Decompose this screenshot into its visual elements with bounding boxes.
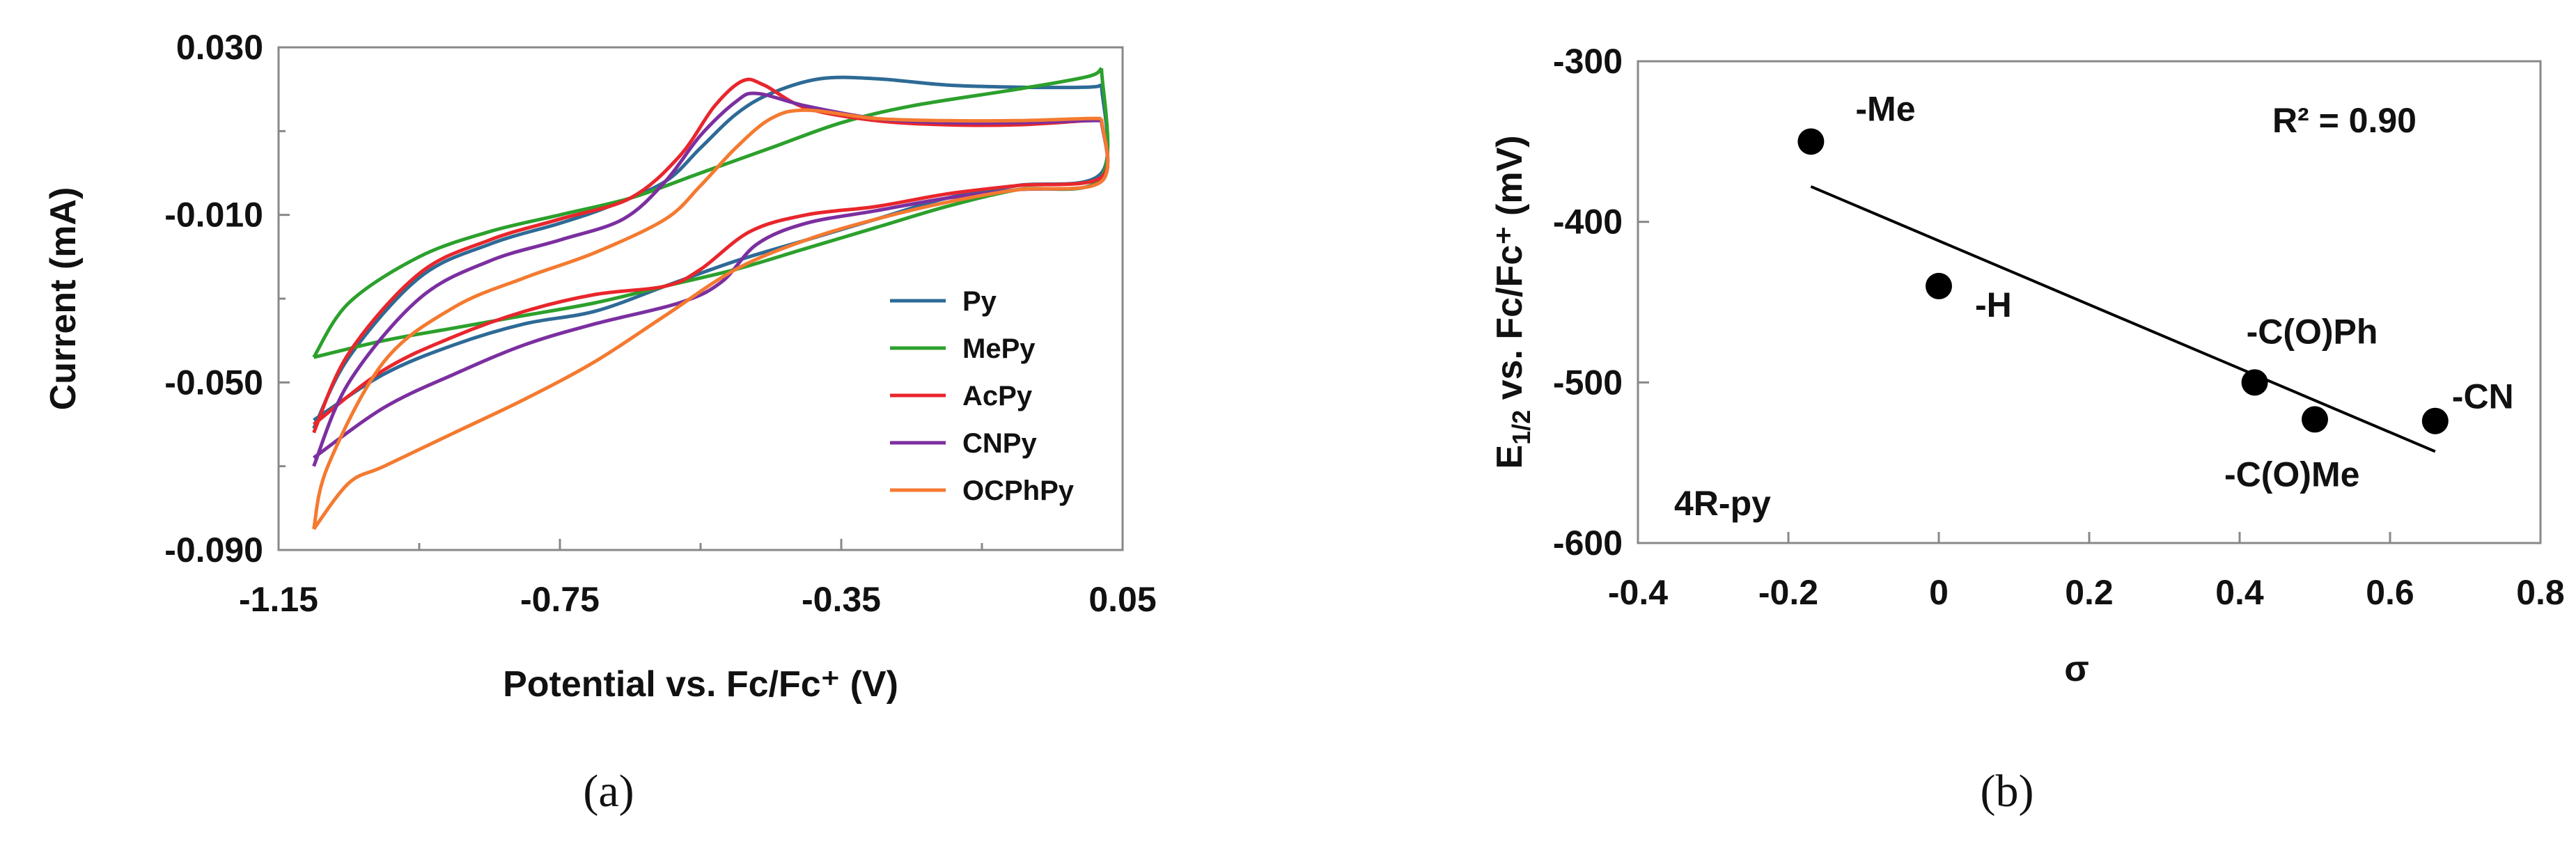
panel-b-x-tick-label: -0.2 bbox=[1758, 573, 1818, 612]
legend-label-mepy: MePy bbox=[962, 333, 1036, 364]
panel-a-y-tick-label: -0.090 bbox=[164, 530, 263, 569]
panel-b-y-tick-label: -400 bbox=[1553, 203, 1623, 242]
panel-b-fit-line bbox=[1810, 185, 2436, 453]
panel-a-x-tick-label: 0.05 bbox=[1088, 580, 1156, 619]
point-coph bbox=[2241, 369, 2268, 396]
panel-b-y-ticks: -300 -400 -500 -600 bbox=[1553, 42, 1649, 563]
panel-b-y-axis-title-sub: 1/2 bbox=[1507, 410, 1536, 445]
point-cn bbox=[2421, 407, 2449, 434]
cv-trace-py-forward bbox=[312, 75, 1102, 430]
panel-a-y-ticks: 0.030 -0.010 -0.050 -0.090 bbox=[164, 28, 290, 569]
panel-b-x-tick-label: 0.6 bbox=[2366, 573, 2414, 612]
cv-trace-ocphpy-reverse bbox=[312, 118, 1110, 530]
cv-trace-mepy-forward bbox=[312, 66, 1103, 359]
panel-a-x-tick-label: -1.15 bbox=[239, 580, 318, 619]
point-come bbox=[2302, 406, 2328, 433]
panel-b-series-annotation: 4R-py bbox=[1674, 484, 1771, 523]
panel-b-x-tick-label: 0.4 bbox=[2215, 573, 2264, 612]
cv-trace-ocphpy-forward bbox=[312, 108, 1102, 530]
cv-trace-cnpy-forward bbox=[312, 91, 1102, 467]
panel-a-x-ticks: -1.15 -0.75 -0.35 0.05 bbox=[239, 539, 1157, 619]
panel-b-x-tick-label: -0.4 bbox=[1608, 573, 1668, 612]
point-label-come: -C(O)Me bbox=[2224, 455, 2359, 494]
point-label-me: -Me bbox=[1855, 89, 1915, 128]
panel-a-y-tick-label: -0.010 bbox=[164, 196, 263, 235]
panel-a-x-axis-title: Potential vs. Fc/Fc⁺ (V) bbox=[503, 664, 898, 705]
panel-b-x-ticks: -0.4 -0.2 0 0.2 0.4 0.6 0.8 bbox=[1608, 532, 2565, 612]
panel-a-x-tick-label: -0.75 bbox=[520, 580, 600, 619]
point-label-cn: -CN bbox=[2452, 377, 2514, 416]
point-label-h: -H bbox=[1975, 285, 2012, 324]
panel-b-r2-annotation: R² = 0.90 bbox=[2272, 101, 2417, 140]
legend-label-acpy: AcPy bbox=[962, 381, 1033, 411]
panel-b-x-tick-label: 0.2 bbox=[2065, 573, 2114, 612]
cv-trace-acpy-reverse bbox=[312, 120, 1110, 426]
panel-a-x-tick-label: -0.35 bbox=[802, 580, 881, 619]
legend-label-py: Py bbox=[962, 286, 997, 317]
cv-trace-py-reverse bbox=[313, 85, 1110, 422]
panel-b-x-axis-title: σ bbox=[2064, 649, 2089, 689]
panel-b-x-tick-label: 0 bbox=[1929, 573, 1949, 612]
panel-b-caption: (b) bbox=[1981, 766, 2034, 817]
panel-b-y-tick-label: -500 bbox=[1553, 363, 1623, 402]
panel-a: 0.030 -0.010 -0.050 -0.090 -1.15 -0.75 -0.35 0… bbox=[43, 28, 1157, 817]
legend-label-ocphpy: OCPhPy bbox=[962, 475, 1075, 506]
cv-trace-acpy-forward bbox=[312, 77, 1102, 434]
panel-a-y-tick-label: -0.050 bbox=[164, 363, 263, 402]
panel-a-series-group bbox=[312, 66, 1110, 530]
panel-b-y-axis-title-main: E bbox=[1490, 445, 1530, 469]
panel-b-y-tick-label: -300 bbox=[1553, 42, 1623, 81]
legend-label-cnpy: CNPy bbox=[962, 428, 1037, 459]
panel-b-y-axis-title-rest: vs. Fc/Fc⁺ (mV) bbox=[1490, 135, 1530, 409]
panel-b-x-tick-label: 0.8 bbox=[2516, 573, 2565, 612]
point-label-coph: -C(O)Ph bbox=[2247, 312, 2378, 351]
panel-a-y-tick-label: 0.030 bbox=[176, 28, 263, 67]
panel-a-caption: (a) bbox=[583, 766, 634, 817]
panel-b: -300 -400 -500 -600 -0.4 -0.2 0 0.2 0.4 0.6 0.8 -… bbox=[1490, 42, 2565, 817]
point-me bbox=[1797, 128, 1825, 155]
panel-b-points: -Me -H -C(O)Ph -C(O)Me -CN bbox=[1797, 89, 2514, 494]
point-h bbox=[1926, 272, 1952, 299]
panel-a-legend: Py MePy AcPy CNPy OCPhPy bbox=[890, 286, 1075, 506]
panel-b-y-tick-label: -600 bbox=[1553, 524, 1623, 563]
panel-b-y-axis-title: E1/2 vs. Fc/Fc⁺ (mV) bbox=[1490, 135, 1536, 469]
panel-a-y-axis-title: Current (mA) bbox=[43, 187, 84, 411]
